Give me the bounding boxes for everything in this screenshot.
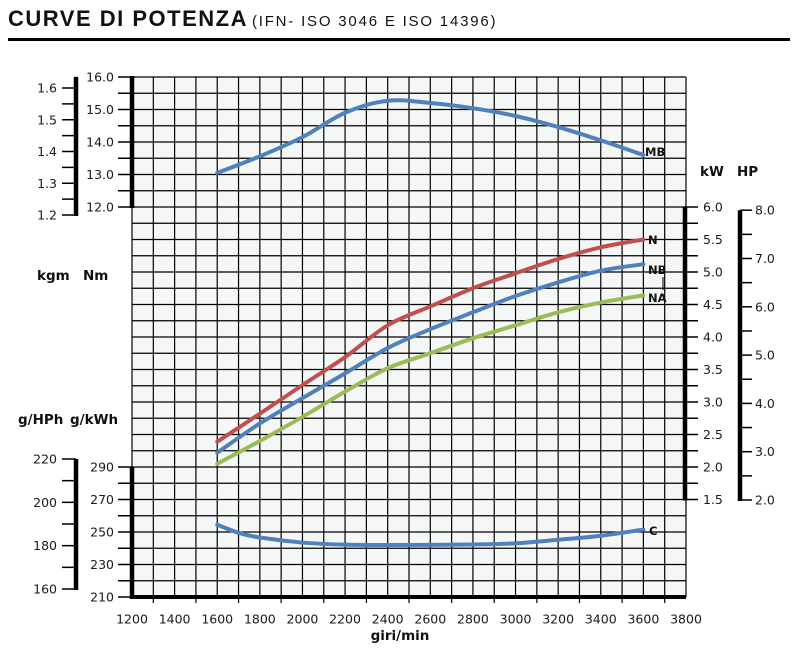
chart-title: CURVE DI POTENZA (IFN- ISO 3046 E ISO 143… — [8, 6, 497, 32]
gkwh-tick-label: 290 — [90, 460, 114, 475]
series-nb-label: NB — [648, 263, 666, 277]
x-axis-title: giri/min — [371, 628, 430, 644]
chart-title-sub: (IFN- ISO 3046 E ISO 14396) — [251, 13, 498, 30]
gkwh-tick-label: 250 — [90, 525, 114, 540]
x-tick-label: 3800 — [670, 612, 702, 627]
kgm-tick-label: 1.3 — [37, 176, 57, 191]
x-tick-label: 3000 — [500, 612, 532, 627]
ghph-tick-label: 160 — [33, 582, 57, 597]
kw-tick-label: 3.0 — [703, 395, 723, 410]
kw-tick-label: 2.0 — [703, 460, 723, 475]
nm-tick-label: 16.0 — [86, 70, 114, 85]
nm-tick-label: 15.0 — [86, 102, 114, 117]
nm-unit-label: Nm — [83, 268, 108, 284]
kw-tick-label: 4.0 — [703, 330, 723, 345]
kw-tick-label: 6.0 — [703, 200, 723, 215]
nm-tick-label: 14.0 — [86, 135, 114, 150]
kgm-tick-label: 1.4 — [37, 144, 57, 159]
x-tick-label: 2600 — [414, 612, 446, 627]
ghph-tick-label: 220 — [33, 452, 57, 467]
series-mb-label: MB — [645, 145, 665, 159]
nm-tick-label: 13.0 — [86, 167, 114, 182]
kw-tick-label: 2.5 — [703, 427, 723, 442]
gkwh-tick-label: 230 — [90, 557, 114, 572]
x-tick-label: 1400 — [159, 612, 191, 627]
series-n-label: N — [648, 233, 658, 247]
series-c-label: C — [649, 524, 657, 538]
kw-tick-label: 1.5 — [703, 492, 723, 507]
kw-tick-label: 5.5 — [703, 232, 723, 247]
ghph-unit-label: g/HPh — [18, 412, 63, 428]
x-tick-label: 2000 — [287, 612, 319, 627]
hp-tick-label: 3.0 — [755, 444, 775, 459]
x-tick-label: 2200 — [329, 612, 361, 627]
series-nb-line — [215, 262, 646, 455]
hp-tick-label: 6.0 — [755, 299, 775, 314]
hp-unit-label: HP — [737, 164, 758, 180]
series-na-label: NA — [648, 291, 667, 305]
kw-tick-label: 5.0 — [703, 265, 723, 280]
x-tick-label: 3600 — [627, 612, 659, 627]
kw-tick-label: 4.5 — [703, 297, 723, 312]
hp-tick-label: 7.0 — [755, 251, 775, 266]
kgm-unit-label: kgm — [37, 268, 70, 284]
x-tick-label: 2800 — [457, 612, 489, 627]
hp-tick-label: 2.0 — [755, 493, 775, 508]
ghph-tick-label: 180 — [33, 538, 57, 553]
hp-tick-label: 4.0 — [755, 396, 775, 411]
series-na-line — [215, 293, 646, 466]
nm-tick-label: 12.0 — [86, 200, 114, 215]
hp-tick-label: 5.0 — [755, 348, 775, 363]
hp-tick-label: 8.0 — [755, 203, 775, 218]
series-n-line — [215, 237, 646, 444]
x-tick-label: 3200 — [542, 612, 574, 627]
x-tick-label: 1200 — [116, 612, 148, 627]
gkwh-tick-label: 270 — [90, 492, 114, 507]
chart-title-main: CURVE DI POTENZA — [8, 6, 248, 31]
x-tick-label: 2400 — [372, 612, 404, 627]
gkwh-tick-label: 210 — [90, 590, 114, 605]
kw-tick-label: 3.5 — [703, 362, 723, 377]
series-c-line — [215, 522, 646, 548]
kgm-tick-label: 1.2 — [37, 208, 57, 223]
kw-unit-label: kW — [700, 164, 724, 180]
kgm-tick-label: 1.5 — [37, 112, 57, 127]
x-tick-label: 1800 — [244, 612, 276, 627]
x-tick-label: 1600 — [201, 612, 233, 627]
gkwh-unit-label: g/kWh — [70, 412, 118, 428]
x-tick-label: 3400 — [585, 612, 617, 627]
series-mb-line — [215, 98, 646, 175]
kgm-tick-label: 1.6 — [37, 81, 57, 96]
ghph-tick-label: 200 — [33, 495, 57, 510]
title-rule — [8, 38, 790, 41]
